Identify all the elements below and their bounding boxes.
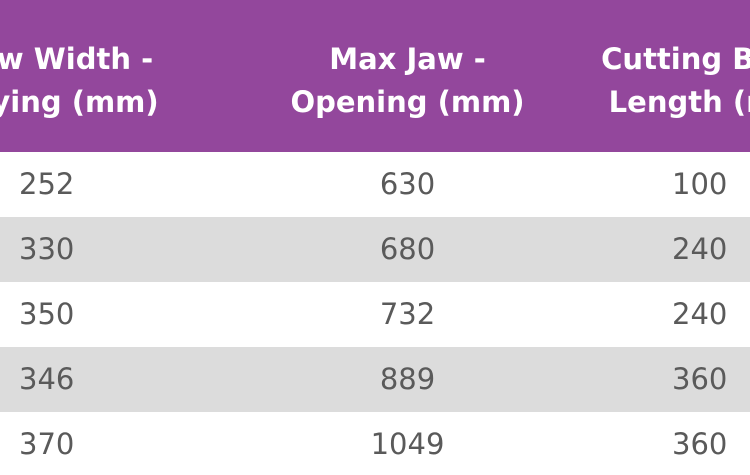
- header-max-jaw-opening-line-1: Max Jaw -: [329, 42, 486, 76]
- cell-max-jaw-opening: 732: [379, 297, 436, 331]
- cell-jaw-width-value: 346: [19, 362, 75, 396]
- cell-cutting-blade-length: 360: [575, 412, 750, 475]
- header-cutting-blade-length-line-1: Cutting Bla: [601, 42, 750, 76]
- header-cutting-blade-length-line-2: Length (m: [608, 85, 750, 119]
- cell-max-jaw-opening: 1049: [370, 427, 445, 461]
- table-row: 346 889 360: [0, 347, 750, 412]
- cell-jaw-width: 350: [0, 282, 240, 347]
- cell-cutting-blade-length-value: 360: [672, 362, 728, 396]
- cell-cutting-blade-length-value: 100: [672, 167, 728, 201]
- cell-jaw-width: 370: [0, 412, 240, 475]
- header-jaw-width-line-2: ying (mm): [0, 85, 159, 119]
- cell-jaw-width: 252: [0, 152, 240, 217]
- cell-jaw-width-value: 370: [19, 427, 75, 461]
- cell-cutting-blade-length: 100: [575, 152, 750, 217]
- header-cutting-blade-length: Cutting Bla Length (m: [575, 38, 750, 124]
- cell-cutting-blade-length-value: 360: [672, 427, 728, 461]
- cell-jaw-width: 346: [0, 347, 240, 412]
- cell-cutting-blade-length: 360: [575, 347, 750, 412]
- cell-cutting-blade-length-value: 240: [672, 232, 728, 266]
- cell-cutting-blade-length-value: 240: [672, 297, 728, 331]
- header-max-jaw-opening: Max Jaw - Opening (mm): [240, 38, 575, 124]
- cell-max-jaw-opening: 630: [379, 167, 436, 201]
- cell-cutting-blade-length: 240: [575, 217, 750, 282]
- cell-cutting-blade-length: 240: [575, 282, 750, 347]
- cell-max-jaw-opening: 680: [379, 232, 436, 266]
- header-max-jaw-opening-line-2: Opening (mm): [290, 85, 525, 119]
- table-row: 252 630 100: [0, 152, 750, 217]
- cell-jaw-width-value: 252: [19, 167, 75, 201]
- header-jaw-width: w Width - ying (mm): [0, 38, 240, 124]
- table-header-row: w Width - ying (mm) Max Jaw - Opening (m…: [0, 0, 750, 152]
- table-row: 330 680 240: [0, 217, 750, 282]
- table-row: 350 732 240: [0, 282, 750, 347]
- header-jaw-width-line-1: w Width -: [0, 42, 154, 76]
- cell-max-jaw-opening: 889: [379, 362, 436, 396]
- cell-jaw-width: 330: [0, 217, 240, 282]
- table-row: 370 1049 360: [0, 412, 750, 475]
- cell-jaw-width-value: 350: [19, 297, 75, 331]
- cell-jaw-width-value: 330: [19, 232, 75, 266]
